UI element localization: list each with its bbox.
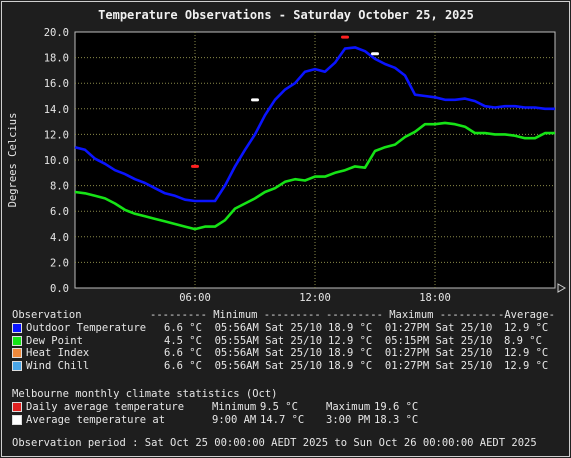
legend-swatch — [12, 348, 22, 359]
average-value: 12.9 °C — [504, 360, 549, 373]
x-tick-label: 18:00 — [419, 292, 451, 304]
average-value: 12.9 °C — [504, 347, 549, 360]
climate-stat-name: Average temperature at — [26, 413, 166, 426]
climate-header: Melbourne monthly climate statistics (Oc… — [12, 388, 278, 400]
y-tick-label: 6.0 — [50, 206, 69, 218]
minimum-header: --------- Minimum --------- — [150, 309, 321, 321]
y-tick-label: 0.0 — [50, 283, 69, 295]
climate-swatch — [12, 402, 22, 412]
y-tick-label: 2.0 — [50, 257, 69, 269]
maximum-header: --------- Maximum --------- — [326, 309, 497, 321]
climate-marker — [341, 35, 349, 39]
y-tick-label: 20.0 — [44, 27, 69, 39]
climate-value: 18.3 °C — [374, 413, 419, 426]
average-value: 8.9 °C — [504, 334, 542, 347]
average-header: -Average- — [498, 309, 555, 321]
y-tick-labels: 0.0 2.0 4.0 6.0 8.0 10.0 12.0 14.0 16.0 18.0 20.0 — [44, 27, 69, 295]
average-value: 12.9 °C — [504, 322, 549, 334]
series-name: Dew Point — [26, 334, 83, 347]
climate-stat-name: Daily average temperature — [26, 401, 185, 413]
climate-value: 14.7 °C — [260, 413, 305, 426]
legend-swatch — [12, 323, 22, 333]
climate-value: 9.5 °C — [260, 401, 298, 413]
minimum-value: 6.6 °C 05:56AM Sat 25/10 — [164, 322, 323, 334]
climate-label: 9:00 AM — [212, 413, 257, 426]
minimum-value: 4.5 °C 05:55AM Sat 25/10 — [164, 334, 323, 347]
minimum-value: 6.6 °C 05:56AM Sat 25/10 — [164, 360, 323, 373]
climate-marker — [191, 164, 199, 168]
maximum-value: 18.9 °C 01:27PM Sat 25/10 — [328, 360, 493, 373]
climate-marker — [371, 52, 379, 56]
series-name: Wind Chill — [26, 360, 90, 373]
x-tick-label: 06:00 — [179, 292, 211, 304]
legend-swatch — [12, 335, 22, 346]
x-axis-arrow-icon — [557, 283, 567, 293]
climate-label: Minimum — [212, 401, 257, 413]
chart-title: Temperature Observations - Saturday Octo… — [98, 8, 474, 22]
maximum-value: 18.9 °C 01:27PM Sat 25/10 — [328, 322, 493, 334]
grid-lines — [75, 32, 555, 288]
climate-marker — [251, 98, 259, 102]
observation-period: Observation period : Sat Oct 25 00:00:00… — [12, 437, 537, 449]
y-axis-label: Degrees Celcius — [7, 113, 19, 208]
climate-label: Maximum — [326, 401, 371, 413]
y-tick-label: 18.0 — [44, 53, 69, 65]
series-lines — [74, 46, 555, 231]
series-name: Heat Index — [26, 347, 90, 360]
y-tick-label: 12.0 — [44, 129, 69, 141]
climate-swatch — [12, 414, 22, 425]
legend-swatch — [12, 361, 22, 372]
maximum-value: 12.9 °C 05:15PM Sat 25/10 — [328, 334, 493, 347]
maximum-value: 18.9 °C 01:27PM Sat 25/10 — [328, 347, 493, 360]
climate-label: 3:00 PM — [326, 413, 371, 426]
observation-header: Observation — [12, 309, 82, 321]
climate-markers — [191, 35, 379, 168]
series-line-outdoor-temperature — [74, 46, 555, 203]
y-tick-label: 10.0 — [44, 155, 69, 167]
x-tick-label: 12:00 — [299, 292, 331, 304]
y-tick-label: 8.0 — [50, 181, 69, 193]
y-tick-label: 16.0 — [44, 78, 69, 90]
x-tick-labels: 06:00 12:00 18:00 — [179, 292, 451, 304]
minimum-value: 6.6 °C 05:56AM Sat 25/10 — [164, 347, 323, 360]
y-tick-label: 4.0 — [50, 232, 69, 244]
series-line-dew-point — [74, 121, 555, 231]
y-tick-label: 14.0 — [44, 104, 69, 116]
climate-value: 19.6 °C — [374, 401, 419, 413]
series-name: Outdoor Temperature — [26, 322, 147, 334]
